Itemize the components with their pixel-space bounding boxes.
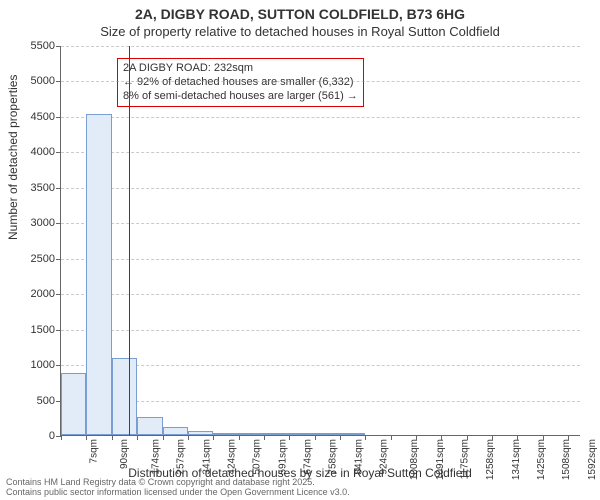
x-tick-mark	[441, 435, 442, 440]
gridline	[61, 152, 580, 153]
y-tick-mark	[56, 188, 61, 189]
y-tick-label: 3000	[15, 217, 55, 229]
x-tick-mark	[467, 435, 468, 440]
x-tick-mark	[213, 435, 214, 440]
y-tick-label: 4500	[15, 111, 55, 123]
x-tick-mark	[391, 435, 392, 440]
y-tick-label: 2000	[15, 288, 55, 300]
x-tick-mark	[517, 435, 518, 440]
histogram-bar	[188, 431, 213, 435]
chart-subtitle: Size of property relative to detached ho…	[0, 24, 600, 39]
gridline	[61, 259, 580, 260]
footnote: Contains HM Land Registry data © Crown c…	[0, 478, 600, 498]
y-tick-mark	[56, 330, 61, 331]
histogram-bar	[61, 373, 86, 435]
x-tick-mark	[264, 435, 265, 440]
x-tick-mark	[543, 435, 544, 440]
histogram-bar	[239, 433, 264, 435]
y-tick-label: 5500	[15, 40, 55, 52]
gridline	[61, 294, 580, 295]
x-tick-mark	[315, 435, 316, 440]
y-tick-label: 5000	[15, 75, 55, 87]
histogram-bar	[340, 433, 366, 435]
gridline	[61, 46, 580, 47]
x-tick-mark	[416, 435, 417, 440]
chart-title: 2A, DIGBY ROAD, SUTTON COLDFIELD, B73 6H…	[0, 6, 600, 22]
x-tick-mark	[492, 435, 493, 440]
x-tick-mark	[365, 435, 366, 440]
y-tick-mark	[56, 223, 61, 224]
y-tick-mark	[56, 117, 61, 118]
y-tick-label: 1000	[15, 359, 55, 371]
y-tick-mark	[56, 46, 61, 47]
annotation-line-2: ← 92% of detached houses are smaller (6,…	[123, 76, 358, 90]
x-tick-mark	[86, 435, 87, 440]
histogram-bar	[213, 433, 239, 435]
gridline	[61, 188, 580, 189]
annotation-line-3: 8% of semi-detached houses are larger (5…	[123, 90, 358, 104]
x-tick-mark	[163, 435, 164, 440]
histogram-bar	[264, 433, 290, 435]
x-tick-mark	[188, 435, 189, 440]
gridline	[61, 330, 580, 331]
gridline	[61, 401, 580, 402]
x-tick-mark	[112, 435, 113, 440]
x-tick-mark	[289, 435, 290, 440]
x-tick-mark	[340, 435, 341, 440]
gridline	[61, 223, 580, 224]
footnote-line-2: Contains public sector information licen…	[6, 488, 600, 498]
y-tick-label: 3500	[15, 182, 55, 194]
y-tick-label: 2500	[15, 253, 55, 265]
plot-area: 2A DIGBY ROAD: 232sqm ← 92% of detached …	[60, 46, 580, 436]
property-size-histogram: 2A, DIGBY ROAD, SUTTON COLDFIELD, B73 6H…	[0, 0, 600, 500]
gridline	[61, 117, 580, 118]
highlight-line	[129, 46, 130, 435]
annotation-box: 2A DIGBY ROAD: 232sqm ← 92% of detached …	[117, 58, 364, 107]
histogram-bar	[315, 433, 340, 435]
y-tick-mark	[56, 259, 61, 260]
x-tick-mark	[568, 435, 569, 440]
gridline	[61, 365, 580, 366]
annotation-line-1: 2A DIGBY ROAD: 232sqm	[123, 62, 358, 76]
y-tick-label: 500	[15, 395, 55, 407]
y-tick-label: 0	[15, 430, 55, 442]
x-tick-mark	[239, 435, 240, 440]
x-tick-mark	[61, 435, 62, 440]
y-tick-label: 4000	[15, 146, 55, 158]
histogram-bar	[86, 114, 112, 435]
histogram-bar	[289, 433, 314, 435]
y-tick-label: 1500	[15, 324, 55, 336]
y-tick-mark	[56, 81, 61, 82]
histogram-bar	[137, 417, 163, 435]
histogram-bar	[112, 358, 137, 435]
x-tick-label: 7sqm	[88, 439, 99, 463]
y-tick-mark	[56, 152, 61, 153]
gridline	[61, 81, 580, 82]
y-tick-mark	[56, 294, 61, 295]
x-tick-label: 90sqm	[119, 439, 130, 469]
x-tick-mark	[137, 435, 138, 440]
y-tick-mark	[56, 365, 61, 366]
histogram-bar	[163, 427, 188, 436]
